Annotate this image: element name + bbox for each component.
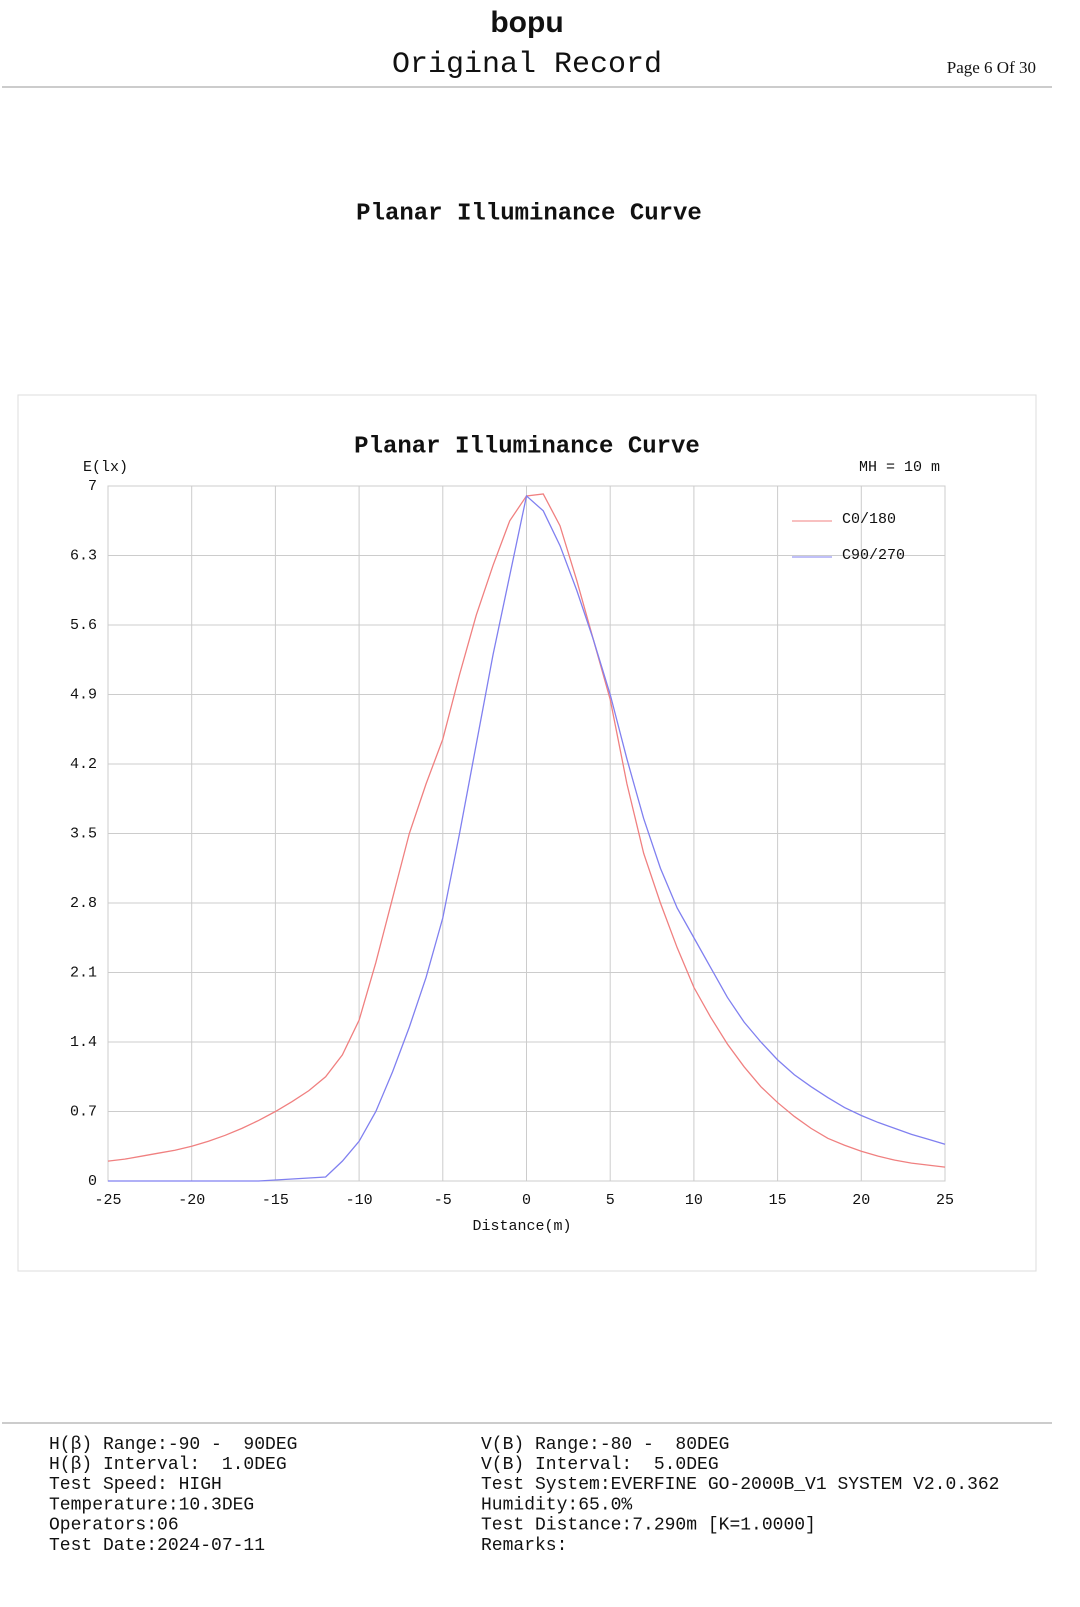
brand: bopu — [490, 6, 563, 39]
x-tick-label: 10 — [685, 1192, 703, 1209]
doc-title: Original Record — [392, 48, 662, 82]
legend-label: C0/180 — [842, 511, 896, 528]
footer-line: H(β) Interval: 1.0DEG — [49, 1455, 287, 1475]
y-tick-label: 4.2 — [70, 756, 97, 773]
x-tick-label: 20 — [852, 1192, 870, 1209]
footer-line: Test Distance:7.290m [K=1.0000] — [481, 1516, 816, 1536]
footer-line: Test Date:2024-07-11 — [49, 1536, 265, 1556]
page-number: Page 6 Of 30 — [947, 58, 1036, 77]
footer-line: Test System:EVERFINE GO-2000B_V1 SYSTEM … — [481, 1475, 999, 1495]
y-tick-label: 2.1 — [70, 964, 97, 981]
section-title: Planar Illuminance Curve — [356, 200, 702, 227]
y-tick-label: 0.7 — [70, 1103, 97, 1120]
x-tick-label: -10 — [346, 1192, 373, 1209]
x-tick-label: 0 — [522, 1192, 531, 1209]
annotation: MH = 10 m — [859, 459, 940, 476]
x-tick-label: 5 — [606, 1192, 615, 1209]
footer-line: V(B) Range:-80 - 80DEG — [481, 1435, 729, 1455]
footer-line: V(B) Interval: 5.0DEG — [481, 1455, 719, 1475]
x-tick-label: 15 — [769, 1192, 787, 1209]
y-axis-label: E(lx) — [83, 459, 128, 476]
x-axis-label: Distance(m) — [472, 1218, 571, 1235]
y-tick-label: 0 — [88, 1173, 97, 1190]
y-tick-label: 7 — [88, 478, 97, 495]
x-tick-label: 25 — [936, 1192, 954, 1209]
y-tick-label: 4.9 — [70, 686, 97, 703]
series-line — [108, 494, 946, 1182]
footer-line: Remarks: — [481, 1536, 567, 1556]
footer-line: Temperature:10.3DEG — [49, 1495, 254, 1515]
legend-label: C90/270 — [842, 547, 905, 564]
chart-title: Planar Illuminance Curve — [354, 433, 700, 460]
x-tick-label: -15 — [262, 1192, 289, 1209]
y-tick-label: 3.5 — [70, 825, 97, 842]
footer-line: Operators:06 — [49, 1516, 179, 1536]
chart-frame — [17, 394, 1037, 1272]
x-tick-label: -20 — [178, 1192, 205, 1209]
footer-line: Humidity:65.0% — [481, 1495, 632, 1515]
y-tick-label: 5.6 — [70, 617, 97, 634]
x-tick-label: -25 — [94, 1192, 121, 1209]
y-tick-label: 2.8 — [70, 895, 97, 912]
x-tick-label: -5 — [434, 1192, 452, 1209]
footer-line: H(β) Range:-90 - 90DEG — [49, 1435, 297, 1455]
y-tick-label: 6.3 — [70, 547, 97, 564]
footer-line: Test Speed: HIGH — [49, 1475, 222, 1495]
y-tick-label: 1.4 — [70, 1034, 97, 1051]
